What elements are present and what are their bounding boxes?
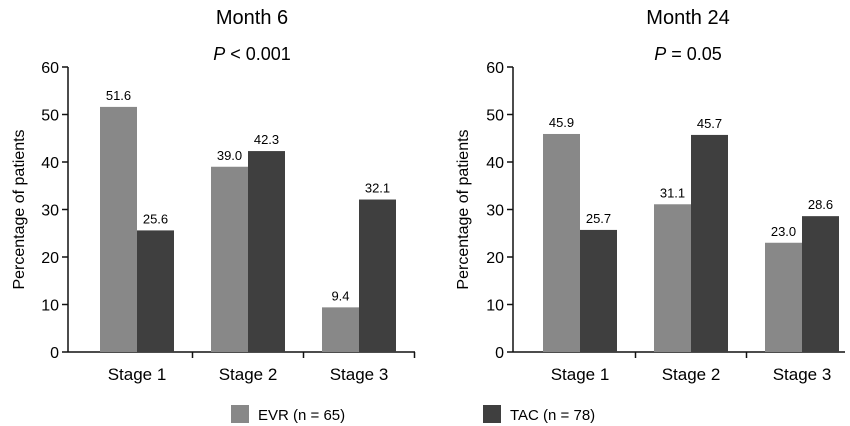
y-tick-label: 50 [41,108,59,125]
p-value-label: P < 0.001 [213,44,291,64]
data-label: 39.0 [217,148,242,163]
chart-panel-1: Month 6 P < 0.001 Percentage of patients 0 1… [11,7,416,384]
data-label: 9.4 [331,288,349,303]
bar-evr [211,166,248,352]
y-tick-label: 10 [41,298,59,315]
y-tick-label: 30 [486,203,504,220]
data-label: 45.9 [549,115,574,130]
data-label: 45.7 [697,116,722,131]
x-tick-label: Stage 2 [219,365,278,384]
bar-evr [765,242,802,352]
chart-title: Month 6 [216,7,288,29]
y-axis-label: Percentage of patients [11,129,28,289]
y-tick-label: 30 [41,203,59,220]
y-tick-label: 0 [495,345,504,362]
x-tick-label: Stage 2 [662,365,721,384]
y-tick-label: 40 [41,155,59,172]
x-tick-label: Stage 1 [108,365,167,384]
y-tick-label: 60 [486,60,504,77]
y-tick-label: 60 [41,60,59,77]
bar-tac [580,229,617,352]
bar-tac [359,199,396,352]
x-tick-label: Stage 3 [330,365,389,384]
x-tick-label: Stage 1 [551,365,610,384]
legend-label-tac: TAC (n = 78) [510,407,595,424]
bar-tac [802,216,839,352]
data-label: 32.1 [365,181,390,196]
bar-evr [322,307,359,352]
data-label: 28.6 [808,197,833,212]
bar-evr [100,106,137,353]
y-tick-label: 20 [41,250,59,267]
bar-tac [137,230,174,352]
y-tick-label: 20 [486,250,504,267]
legend: EVR (n = 65) TAC (n = 78) [231,405,595,424]
chart-title: Month 24 [646,7,729,29]
data-label: 23.0 [771,224,796,239]
legend-swatch-evr [231,405,249,423]
legend-label-evr: EVR (n = 65) [258,407,345,424]
p-value-text: < 0.001 [225,44,291,64]
bar-evr [543,133,580,352]
bar-tac [248,151,285,352]
p-value-label: P = 0.05 [654,44,722,64]
y-tick-label: 50 [486,108,504,125]
bar-tac [691,134,728,352]
chart-panels: Month 6 P < 0.001 Percentage of patients 0 1… [11,7,845,384]
y-tick-label: 0 [50,345,59,362]
data-label: 25.7 [586,211,611,226]
data-label: 31.1 [660,185,685,200]
y-axis-label: Percentage of patients [455,129,472,289]
y-tick-label: 10 [486,298,504,315]
data-label: 25.6 [143,211,168,226]
data-label: 42.3 [254,132,279,147]
p-value-symbol: P [654,44,666,64]
p-value-text: = 0.05 [666,44,722,64]
legend-swatch-tac [483,405,501,423]
p-value-symbol: P [213,44,225,64]
bar-evr [654,204,691,352]
data-label: 51.6 [106,88,131,103]
x-tick-label: Stage 3 [773,365,832,384]
y-tick-label: 40 [486,155,504,172]
chart-panel-2: Month 24 P = 0.05 Percentage of patients 0 1… [455,7,845,384]
